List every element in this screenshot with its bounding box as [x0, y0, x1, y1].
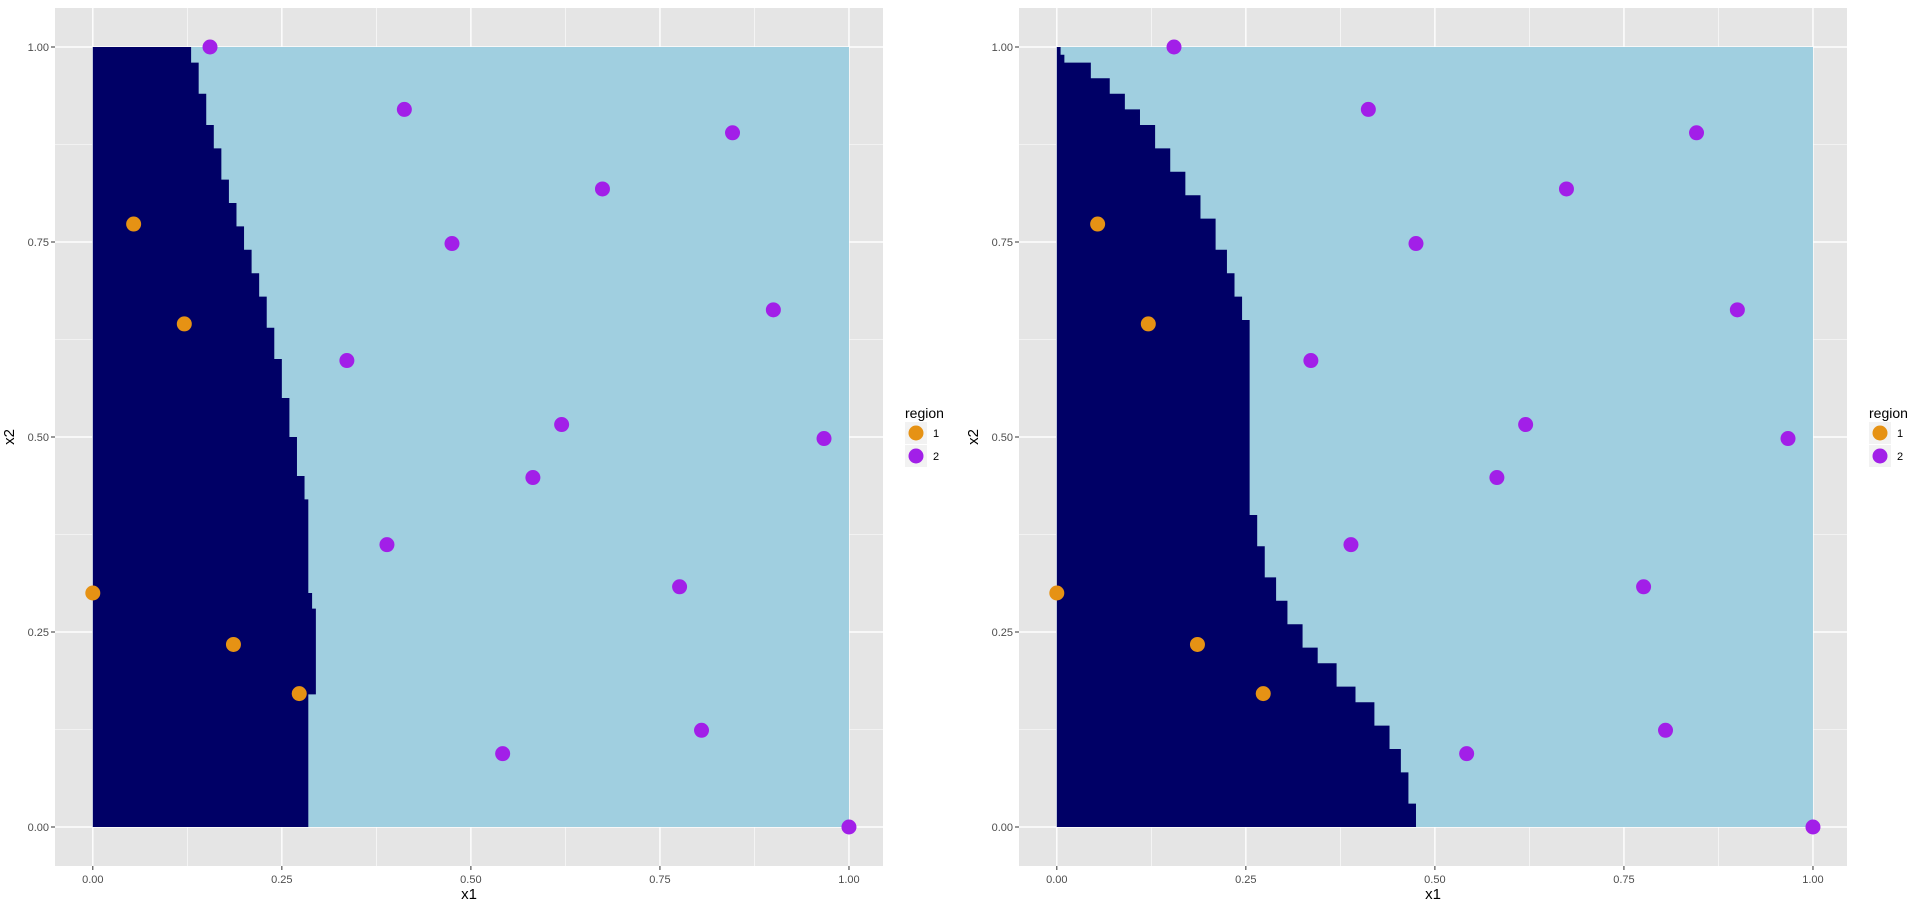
region-1-area	[1056, 47, 1416, 827]
x-tick-label: 1.00	[838, 874, 859, 886]
legend: region 1 2	[1869, 405, 1908, 467]
data-point-region-2	[1408, 236, 1424, 252]
y-tick-label: 0.25	[992, 627, 1013, 639]
data-point-region-2	[1780, 431, 1796, 447]
legend-key-region-1	[1872, 425, 1888, 441]
y-tick-label: 0.50	[992, 432, 1013, 444]
data-point-region-2	[1343, 537, 1359, 553]
legend-key-region-2	[1872, 448, 1888, 464]
data-point-region-1	[225, 636, 241, 652]
x-tick-label: 0.50	[460, 874, 481, 886]
legend-title: region	[905, 405, 944, 421]
x-tick-label: 0.25	[1235, 874, 1256, 886]
y-tick-label: 1.00	[28, 42, 49, 54]
legend-key-region-1	[908, 425, 924, 441]
data-point-region-1	[85, 585, 101, 601]
legend-label: 2	[1897, 451, 1903, 463]
x-tick-label: 0.00	[1046, 874, 1067, 886]
data-point-region-2	[816, 431, 832, 447]
data-point-region-1	[1255, 686, 1271, 702]
data-point-region-2	[1518, 417, 1534, 433]
data-point-region-1	[291, 686, 307, 702]
y-tick-label: 0.75	[28, 237, 49, 249]
data-point-region-2	[495, 746, 511, 762]
series-region-2	[1166, 39, 1821, 835]
data-point-region-1	[1189, 636, 1205, 652]
x-tick-label: 0.00	[82, 874, 103, 886]
data-point-region-2	[672, 579, 688, 595]
y-tick-label: 0.25	[28, 627, 49, 639]
data-point-region-2	[725, 125, 741, 141]
data-point-region-2	[1360, 101, 1376, 117]
data-point-region-2	[1658, 722, 1674, 738]
y-tick-label: 0.00	[28, 822, 49, 834]
data-point-region-2	[396, 101, 412, 117]
data-point-region-2	[554, 417, 570, 433]
legend-label: 2	[933, 451, 939, 463]
region-1-area	[92, 47, 316, 827]
data-point-region-2	[594, 181, 610, 197]
data-point-region-2	[841, 819, 857, 835]
data-point-region-2	[379, 537, 395, 553]
x-tick-label: 0.75	[1613, 874, 1634, 886]
data-point-region-2	[694, 722, 710, 738]
x-tick-label: 1.00	[1802, 874, 1823, 886]
x-tick-label: 0.50	[1424, 874, 1445, 886]
legend-label: 1	[933, 428, 939, 440]
data-point-region-2	[1558, 181, 1574, 197]
y-tick-label: 1.00	[992, 42, 1013, 54]
data-point-region-2	[339, 353, 355, 369]
data-point-region-2	[1805, 819, 1821, 835]
y-tick-label: 0.00	[992, 822, 1013, 834]
data-point-region-1	[1090, 216, 1106, 232]
data-point-region-2	[1459, 746, 1475, 762]
x-axis-title: x1	[461, 886, 477, 903]
chart-panel-2: 0.00 0.25 0.50 0.75 1.00 0.00 0.25 0.50 0.75 1.00…	[965, 8, 1908, 903]
y-tick-label: 0.50	[28, 432, 49, 444]
y-axis-title: x2	[1, 429, 18, 445]
data-point-region-2	[202, 39, 218, 55]
x-axis-title: x1	[1425, 886, 1441, 903]
legend: region 1 2	[905, 405, 944, 467]
y-axis-title: x2	[965, 429, 982, 445]
data-point-region-2	[1303, 353, 1319, 369]
data-point-region-1	[1049, 585, 1065, 601]
data-point-region-2	[1689, 125, 1705, 141]
series-region-1	[85, 216, 307, 702]
series-region-2	[202, 39, 857, 835]
legend-key-region-2	[908, 448, 924, 464]
data-point-region-2	[1636, 579, 1652, 595]
data-point-region-2	[1489, 470, 1505, 486]
series-region-1	[1049, 216, 1271, 702]
data-point-region-1	[126, 216, 142, 232]
chart-panel-1: 0.00 0.25 0.50 0.75 1.00 0.00 0.25 0.50 0.75 1.00…	[1, 8, 944, 903]
legend-label: 1	[1897, 428, 1903, 440]
legend-title: region	[1869, 405, 1908, 421]
data-point-region-2	[525, 470, 541, 486]
x-tick-label: 0.25	[271, 874, 292, 886]
data-point-region-1	[176, 316, 192, 332]
data-point-region-1	[1140, 316, 1156, 332]
data-point-region-2	[1166, 39, 1182, 55]
data-point-region-2	[1729, 302, 1745, 318]
y-tick-label: 0.75	[992, 237, 1013, 249]
x-tick-label: 0.75	[649, 874, 670, 886]
data-point-region-2	[444, 236, 460, 252]
data-point-region-2	[765, 302, 781, 318]
